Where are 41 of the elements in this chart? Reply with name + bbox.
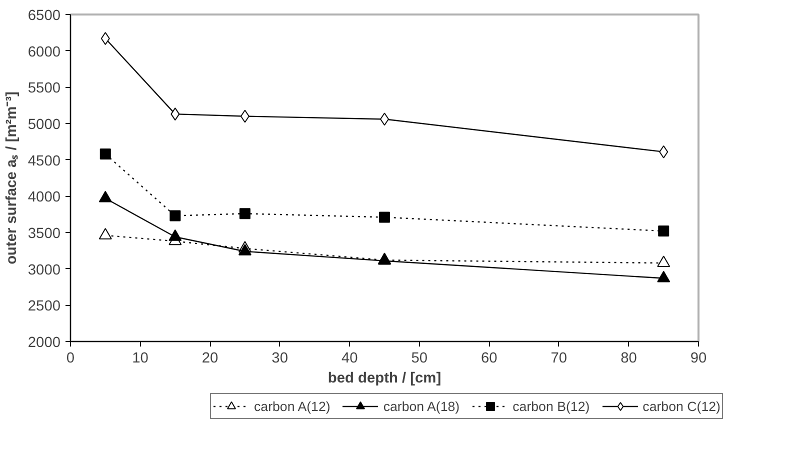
point [657,270,670,282]
point [98,228,112,240]
y-tick-label: 2000 [28,335,61,351]
x-tick-label: 20 [202,350,218,366]
legend-label: carbon A(18) [383,398,460,414]
y-tick-label: 4000 [28,190,61,206]
y-tick-label: 3500 [28,226,61,242]
point [168,229,182,241]
point [379,212,390,223]
y-tick-label: 6000 [28,44,61,60]
point [239,208,250,220]
y-tick-label: 3000 [28,262,61,278]
point [170,210,181,222]
y-tick-label: 5000 [28,117,61,133]
legend-label: carbon B(12) [512,398,590,414]
point [170,108,180,121]
x-tick-label: 10 [132,350,148,366]
y-tick-label: 4500 [28,153,61,170]
x-tick-label: 80 [620,350,637,366]
point [659,145,668,158]
x-tick-label: 60 [481,350,498,366]
y-tick-label: 5500 [28,80,61,97]
x-tick-label: 30 [272,350,288,366]
y-tick-label: 2500 [28,298,61,315]
legend-label: carbon A(12) [254,398,330,414]
x-tick-label: 50 [411,350,428,366]
x-tick-label: 40 [341,350,358,366]
point [238,244,252,256]
x-tick-label: 90 [690,350,707,366]
point [100,148,111,160]
legend-label: carbon C(12) [642,398,720,414]
x-axis-title: bed depth / [cm] [328,370,442,386]
x-tick-label: 70 [550,350,568,366]
y-tick-label: 6500 [28,8,61,24]
point [657,256,670,267]
x-tick-label: 0 [66,350,75,366]
point [240,110,250,123]
point [100,32,110,45]
point [98,190,112,202]
point [658,226,670,237]
y-axis-title: outer surface aₛ / [m²m⁻³] [4,91,20,264]
